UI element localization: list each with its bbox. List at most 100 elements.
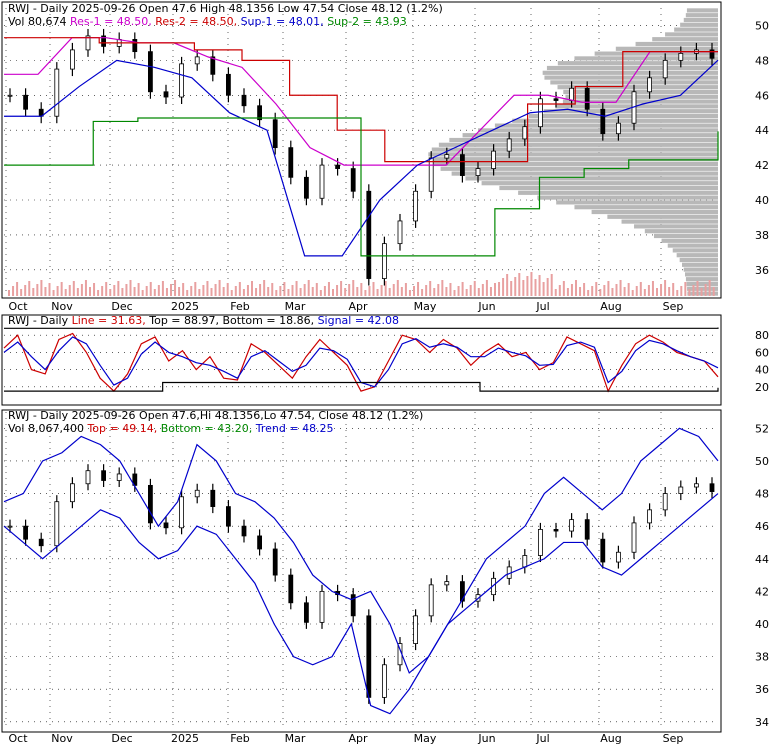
bottom-line: [4, 381, 719, 392]
price-candle: [678, 486, 684, 494]
volume-bar: [210, 288, 213, 296]
price-candle: [7, 525, 13, 528]
lower-band-line: [3, 493, 719, 715]
volume-bar: [368, 286, 371, 296]
volume-bar: [506, 274, 509, 296]
price-candle: [459, 154, 465, 176]
volume-bar: [255, 288, 258, 296]
volume-bar: [206, 281, 209, 296]
volume-bar: [680, 286, 683, 296]
bollinger-panel-frame: [1, 409, 722, 733]
volume-bar: [291, 285, 294, 296]
volume-bar: [332, 289, 334, 296]
volume-bar: [97, 290, 100, 296]
volume-bar: [93, 283, 96, 296]
volume-bar: [28, 281, 31, 296]
y-tick-label: 44: [755, 553, 769, 566]
volume-bar: [68, 285, 71, 296]
volume-by-price-bar: [543, 109, 718, 114]
volume-bar: [60, 282, 63, 296]
volume-bar: [105, 282, 108, 296]
volume-by-price-bar: [465, 176, 718, 181]
volume-bar: [267, 287, 270, 296]
price-candle: [538, 98, 543, 128]
volume-bar: [125, 284, 128, 296]
volume-bar: [692, 285, 695, 296]
volume-bar: [668, 287, 671, 296]
volume-bar: [182, 283, 185, 296]
volume-by-price-layer: [428, 8, 718, 296]
price-candle: [210, 56, 216, 75]
volume-bar: [133, 287, 136, 296]
price-candle: [194, 489, 200, 498]
volume-by-price-bar: [574, 205, 718, 210]
volume-bar: [117, 281, 120, 296]
stoch-title: RWJ - Daily: [8, 314, 72, 327]
volume-bar: [664, 280, 667, 296]
price-candle: [163, 91, 169, 98]
volume-bar: [40, 280, 43, 296]
volume-bar: [380, 285, 383, 296]
price-candle: [569, 87, 574, 101]
x-tick-label: Apr: [348, 732, 368, 745]
price-candle: [116, 473, 122, 481]
volume-by-price-bar: [556, 200, 718, 205]
price-candle: [553, 98, 559, 101]
volume-bar: [575, 280, 577, 296]
volume-by-price-bar: [667, 243, 718, 248]
volume-bar: [388, 288, 391, 296]
volume-bar: [48, 283, 51, 296]
price-candle: [7, 94, 13, 97]
volume-bar: [222, 287, 225, 296]
volume-bar: [372, 282, 375, 296]
price-candle: [381, 664, 387, 698]
volume-bar: [429, 281, 432, 296]
volume-by-price-bar: [686, 281, 718, 287]
price-header-text: RWJ - Daily 2025-09-26 Open 47.6 High 48…: [8, 2, 443, 15]
top-line: [4, 327, 719, 329]
volume-by-price-bar: [665, 32, 718, 37]
volume-bar: [700, 288, 703, 296]
volume-bar: [392, 284, 395, 296]
y-tick-label: 80: [755, 329, 769, 342]
volume-by-price-bar: [615, 46, 718, 51]
y-tick-label: 42: [755, 159, 769, 172]
volume-bar: [704, 284, 707, 296]
volume-bar: [242, 289, 245, 296]
price-candle: [350, 168, 356, 192]
volume-bar: [615, 284, 618, 296]
volume-bar: [579, 287, 582, 296]
volume-by-price-bar: [644, 229, 718, 234]
volume-bar: [498, 282, 501, 296]
res-2-line: [4, 37, 718, 163]
x-tick-label: 2025: [171, 732, 199, 745]
y-tick-label: 46: [755, 89, 769, 102]
volume-bar: [214, 284, 217, 296]
volume-bar: [194, 282, 197, 296]
volume-by-price-bar: [574, 56, 718, 61]
price-candle: [491, 150, 497, 169]
stoch-bottom-label: Bottom = 18.86,: [223, 314, 318, 327]
volume-bar: [56, 286, 59, 296]
volume-by-price-bar: [537, 195, 718, 200]
price-candle: [709, 483, 715, 492]
price-candle: [413, 615, 419, 644]
volume-by-price-bar: [499, 185, 718, 191]
volume-by-price-bar: [562, 99, 718, 104]
volume-bar: [141, 290, 144, 296]
volume-bar: [481, 284, 484, 296]
volume-bar: [530, 272, 533, 296]
price-candle: [70, 483, 75, 503]
price-candle: [303, 602, 309, 623]
price-candle: [101, 35, 106, 47]
volume-bar: [570, 284, 573, 296]
price-candle: [647, 77, 652, 93]
x-tick-label: Dec: [111, 732, 132, 745]
price-candle: [459, 581, 465, 602]
volume-bar: [627, 283, 630, 296]
price-candle: [397, 220, 403, 245]
x-tick-label: Jul: [535, 300, 549, 313]
y-tick-label: 40: [755, 364, 769, 377]
volume-bar: [80, 284, 83, 296]
x-tick-label: May: [414, 732, 437, 745]
